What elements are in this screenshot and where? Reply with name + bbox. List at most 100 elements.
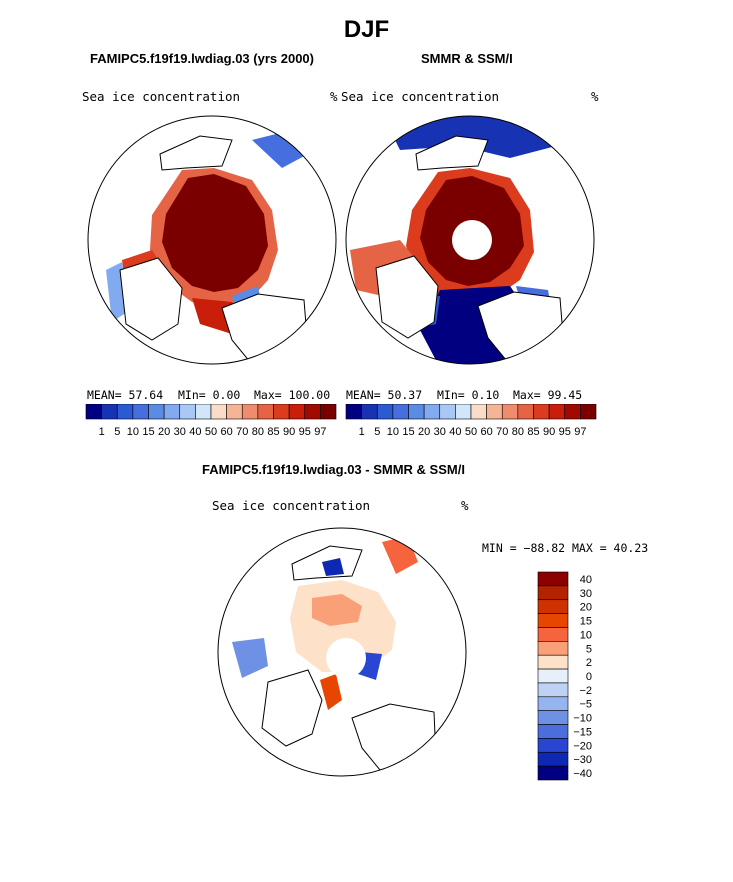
panel1-siberia	[159, 135, 233, 171]
panel3-labrador-positive	[320, 674, 342, 710]
panel1-colorbar-box	[304, 404, 321, 420]
panel1-max: Max= 100.00	[254, 388, 331, 402]
panel1-colorbar-box	[101, 404, 118, 420]
panel1-colorbar-tick-label: 95	[299, 426, 311, 438]
panel3-colorbar-tick-label: −40	[573, 768, 592, 780]
panel3-colorbar-box	[537, 627, 569, 642]
panel2-mean: MEAN= 50.37	[346, 388, 423, 402]
panel1-greenland	[119, 257, 183, 341]
panel3-hudson-negative	[232, 638, 268, 678]
panel2-colorbar-box	[470, 404, 487, 420]
panel2-colorbar: 1 5 10 15 20 30 40 50 60 70 80 85 90 95 97	[345, 404, 597, 438]
panel3-map	[217, 527, 467, 777]
panel2-colorbar-tick-label: 30	[434, 426, 446, 438]
panel1-ice-core	[162, 174, 268, 292]
panel2-pole-hole	[452, 220, 492, 260]
panel1-colorbar-box	[226, 404, 243, 420]
panel2-colorbar-tick-label: 1	[359, 426, 365, 438]
panel2-colorbar-box	[533, 404, 550, 420]
panel1-colorbar-tick-label: 30	[174, 426, 186, 438]
panel3-colorbar-tick-label: 10	[580, 629, 592, 641]
panel2-colorbar-box	[517, 404, 534, 420]
panel3-colorbar-tick-label: 5	[586, 643, 592, 655]
panel1-colorbar: 1 5 10 15 20 30 40 50 60 70 80 85 90 95 97	[85, 404, 337, 438]
panel3-pole-hole	[326, 638, 366, 678]
panel3-colorbar-box	[537, 710, 569, 725]
panel2-coastlines	[375, 135, 565, 361]
panel2-variable-label: Sea ice concentration	[341, 89, 500, 104]
panel3-colorbar-box	[537, 654, 569, 670]
panel1-colorbar-tick-label: 10	[127, 426, 139, 438]
panel3-colorbar-tick-label: −30	[573, 754, 592, 766]
panel3-bering-negative	[322, 558, 344, 576]
panel2-colorbar-tick-label: 80	[512, 426, 524, 438]
panel3-colorbar-box	[537, 641, 569, 656]
panel2-colorbar-tick-label: 85	[527, 426, 539, 438]
panel1-colorbar-box	[179, 404, 196, 420]
panel1-colorbar-box	[195, 404, 212, 420]
panel2-min: MIn= 0.10	[437, 388, 500, 402]
panel3-colorbar-box	[537, 751, 569, 767]
panel2-colorbar-box	[580, 404, 597, 420]
panel3-colorbar-box	[537, 724, 569, 739]
panel2-map-boundary	[345, 115, 595, 365]
panel3-colorbar-box	[537, 696, 569, 711]
panel3-colorbar-box	[537, 738, 569, 753]
panel2-colorbar-tick-label: 97	[574, 426, 586, 438]
panel2-colorbar-box	[455, 404, 472, 420]
panel2-colorbar-tick-label: 50	[465, 426, 477, 438]
panel1-colorbar-box	[241, 404, 259, 420]
panel3-colorbar-tick-label: 40	[580, 574, 592, 586]
panel1-colorbar-tick-label: 90	[283, 426, 295, 438]
panel3-colorbar-tick-label: −15	[573, 726, 592, 738]
panel3-colorbar-box	[537, 668, 569, 684]
panel2-colorbar-tick-label: 15	[402, 426, 414, 438]
panel1-map	[87, 115, 337, 365]
panel3-colorbar-box	[537, 682, 569, 698]
page-title: DJF	[343, 16, 390, 43]
panel1-min: MIn= 0.00	[178, 388, 241, 402]
panel2-colorbar-tick-label: 20	[418, 426, 430, 438]
panel2-colorbar-box	[376, 404, 394, 420]
panel2-colorbar-box	[392, 404, 409, 420]
panel1-colorbar-tick-label: 5	[114, 426, 120, 438]
panel3-colorbar-box	[537, 571, 569, 587]
panel2-title: SMMR & SSM/I	[421, 51, 513, 66]
panel2-colorbar-box	[548, 404, 566, 420]
panel2-colorbar-box	[408, 404, 425, 420]
panel3-colorbar-tick-label: −10	[573, 713, 592, 725]
panel3-colorbar-box	[537, 585, 569, 601]
panel2-colorbar-box	[439, 404, 456, 420]
panel3-title: FAMIPC5.f19f19.lwdiag.03 - SMMR & SSM/I	[202, 462, 465, 477]
panel2-colorbar-tick-label: 60	[481, 426, 493, 438]
panel2-max: Max= 99.45	[513, 388, 583, 402]
panel3-greenland	[261, 669, 323, 747]
panel1-colorbar-box	[148, 404, 165, 420]
panel1-colorbar-tick-label: 50	[205, 426, 217, 438]
panel3-colorbar-tick-label: 30	[580, 588, 592, 600]
panel3-colorbar-box	[537, 613, 569, 628]
panel1-colorbar-box	[257, 404, 274, 420]
panel3-map-boundary	[217, 527, 467, 777]
panel1-colorbar-tick-label: 15	[142, 426, 154, 438]
panel3-colorbar-tick-label: 15	[580, 616, 592, 628]
panel2-units: %	[591, 89, 599, 104]
panel3-colorbar-tick-label: 2	[586, 657, 592, 669]
panel1-colorbar-tick-label: 85	[267, 426, 279, 438]
panel2-colorbar-tick-label: 95	[559, 426, 571, 438]
panel1-mean: MEAN= 57.64	[87, 388, 164, 402]
panel3-colorbar-tick-label: 20	[580, 602, 592, 614]
panel3-units: %	[461, 498, 469, 513]
panel2-colorbar-tick-label: 90	[543, 426, 555, 438]
panel2-colorbar-box	[501, 404, 519, 420]
panel1-colorbar-tick-label: 80	[252, 426, 264, 438]
panel2-map	[345, 115, 595, 365]
panel1-colorbar-box	[132, 404, 149, 420]
panel3-min-max: MIN = −88.82 MAX = 40.23	[482, 541, 649, 555]
panel2-colorbar-box	[345, 404, 362, 420]
panel2-siberia	[415, 135, 489, 171]
panel1-colorbar-box	[210, 404, 227, 420]
panel3-siberia	[291, 545, 363, 581]
panel1-colorbar-box	[163, 404, 181, 420]
